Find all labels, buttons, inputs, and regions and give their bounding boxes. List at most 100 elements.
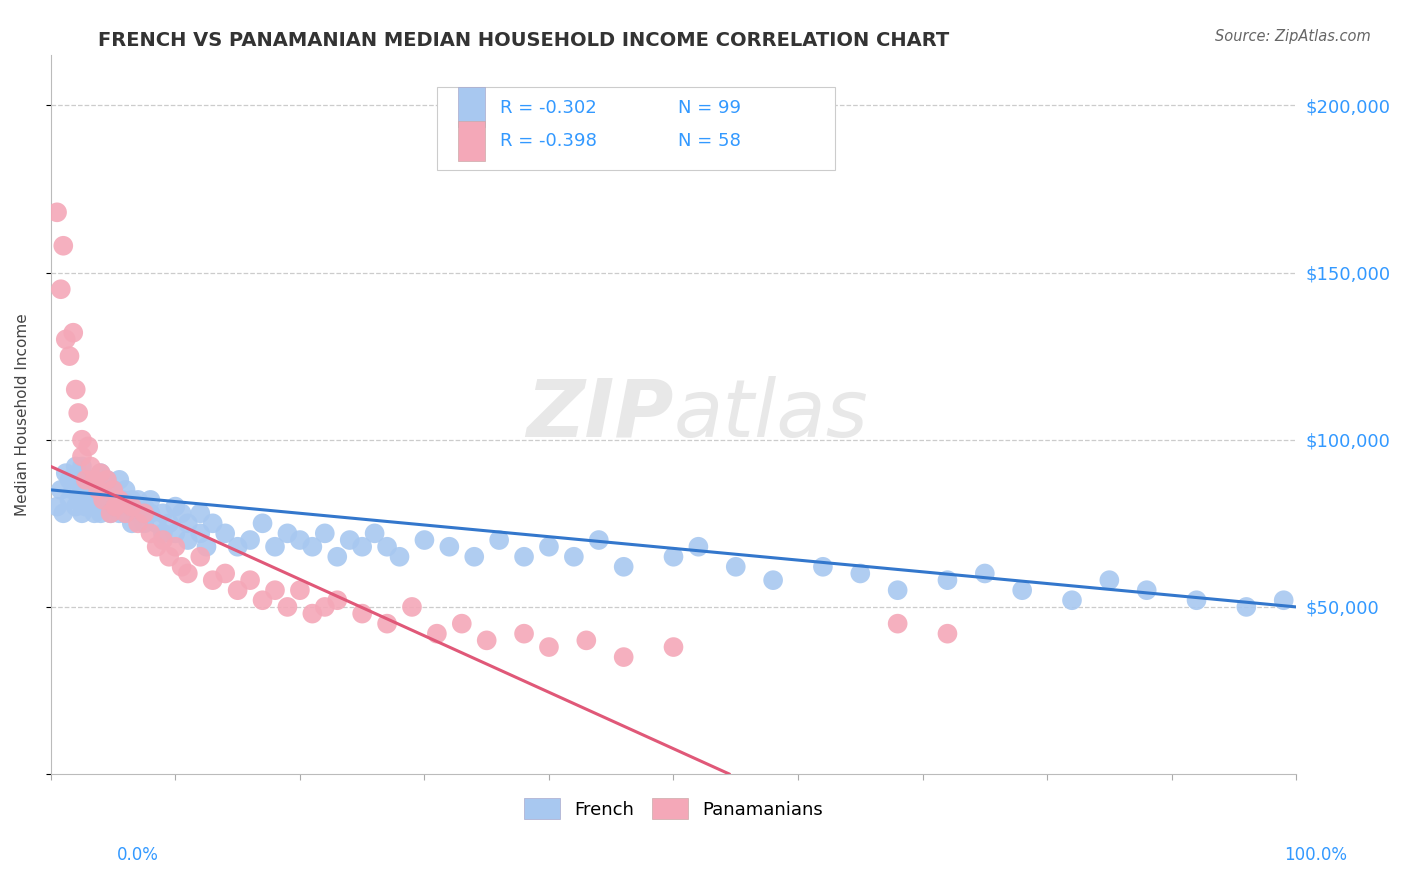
Point (936, 573, 959, 587)
Point (1098, 573, 1121, 587)
Point (87, 483, 110, 497)
Point (127, 492, 149, 507)
Point (439, 540, 461, 554)
Point (314, 599, 336, 614)
Point (188, 526, 211, 541)
Point (1011, 583, 1033, 598)
Point (177, 566, 200, 581)
Point (662, 549, 685, 564)
Point (83, 506, 105, 520)
Point (288, 533, 311, 547)
Point (513, 626, 536, 640)
Point (49, 282, 72, 296)
Point (100, 506, 122, 520)
Point (588, 533, 610, 547)
Point (58, 349, 80, 363)
Point (201, 573, 224, 587)
Point (165, 540, 187, 554)
Point (537, 640, 560, 654)
Point (114, 506, 136, 520)
Text: 0.0%: 0.0% (117, 846, 159, 863)
Point (65, 500, 87, 514)
Point (77, 473, 100, 487)
Point (936, 626, 959, 640)
Point (352, 540, 374, 554)
Point (849, 566, 872, 581)
Text: Source: ZipAtlas.com: Source: ZipAtlas.com (1215, 29, 1371, 44)
Point (450, 616, 472, 631)
Point (214, 526, 236, 541)
Point (55, 466, 77, 480)
Point (91, 492, 114, 507)
Point (75, 500, 97, 514)
Point (475, 633, 498, 648)
Point (108, 506, 131, 520)
Point (226, 583, 249, 598)
Bar (458, 87, 485, 127)
Point (67, 473, 90, 487)
Point (326, 549, 349, 564)
Point (104, 500, 127, 514)
Point (108, 473, 131, 487)
Point (134, 500, 156, 514)
Point (62, 483, 84, 497)
Point (77, 492, 100, 507)
Point (70, 483, 93, 497)
Point (75, 473, 97, 487)
Point (157, 516, 180, 531)
Point (67, 406, 90, 420)
Point (96, 473, 118, 487)
Point (134, 516, 156, 531)
Point (195, 540, 218, 554)
Point (157, 549, 180, 564)
Point (201, 516, 224, 531)
Point (352, 607, 374, 621)
Point (62, 326, 84, 340)
Point (112, 492, 135, 507)
Point (96, 500, 118, 514)
Point (252, 593, 274, 607)
Point (46, 205, 69, 219)
Point (214, 566, 236, 581)
Text: N = 99: N = 99 (679, 99, 741, 117)
Point (264, 540, 287, 554)
Point (70, 506, 93, 520)
Point (121, 500, 143, 514)
Point (724, 559, 747, 574)
Point (886, 616, 908, 631)
Point (177, 516, 200, 531)
Text: R = -0.398: R = -0.398 (501, 132, 598, 151)
Point (375, 540, 398, 554)
Point (117, 500, 139, 514)
Point (177, 533, 200, 547)
Point (301, 607, 323, 621)
Point (90, 466, 112, 480)
Point (363, 526, 385, 541)
Text: 100.0%: 100.0% (1284, 846, 1347, 863)
Point (613, 650, 636, 665)
Point (575, 633, 598, 648)
Legend: French, Panamanians: French, Panamanians (516, 791, 831, 826)
Point (134, 506, 156, 520)
Point (252, 516, 274, 531)
Point (886, 583, 908, 598)
Point (188, 506, 211, 520)
Point (121, 516, 143, 531)
Point (114, 506, 136, 520)
Point (58, 473, 80, 487)
Point (537, 540, 560, 554)
Point (276, 599, 298, 614)
Point (90, 483, 112, 497)
Text: ZIP: ZIP (526, 376, 673, 454)
Point (127, 506, 149, 520)
Point (145, 516, 167, 531)
Point (688, 540, 710, 554)
Text: FRENCH VS PANAMANIAN MEDIAN HOUSEHOLD INCOME CORRELATION CHART: FRENCH VS PANAMANIAN MEDIAN HOUSEHOLD IN… (98, 31, 949, 50)
Point (70, 433, 93, 447)
Point (79, 483, 101, 497)
Point (375, 616, 398, 631)
Point (77, 439, 100, 453)
Point (239, 533, 262, 547)
Point (513, 549, 536, 564)
FancyBboxPatch shape (437, 87, 835, 170)
